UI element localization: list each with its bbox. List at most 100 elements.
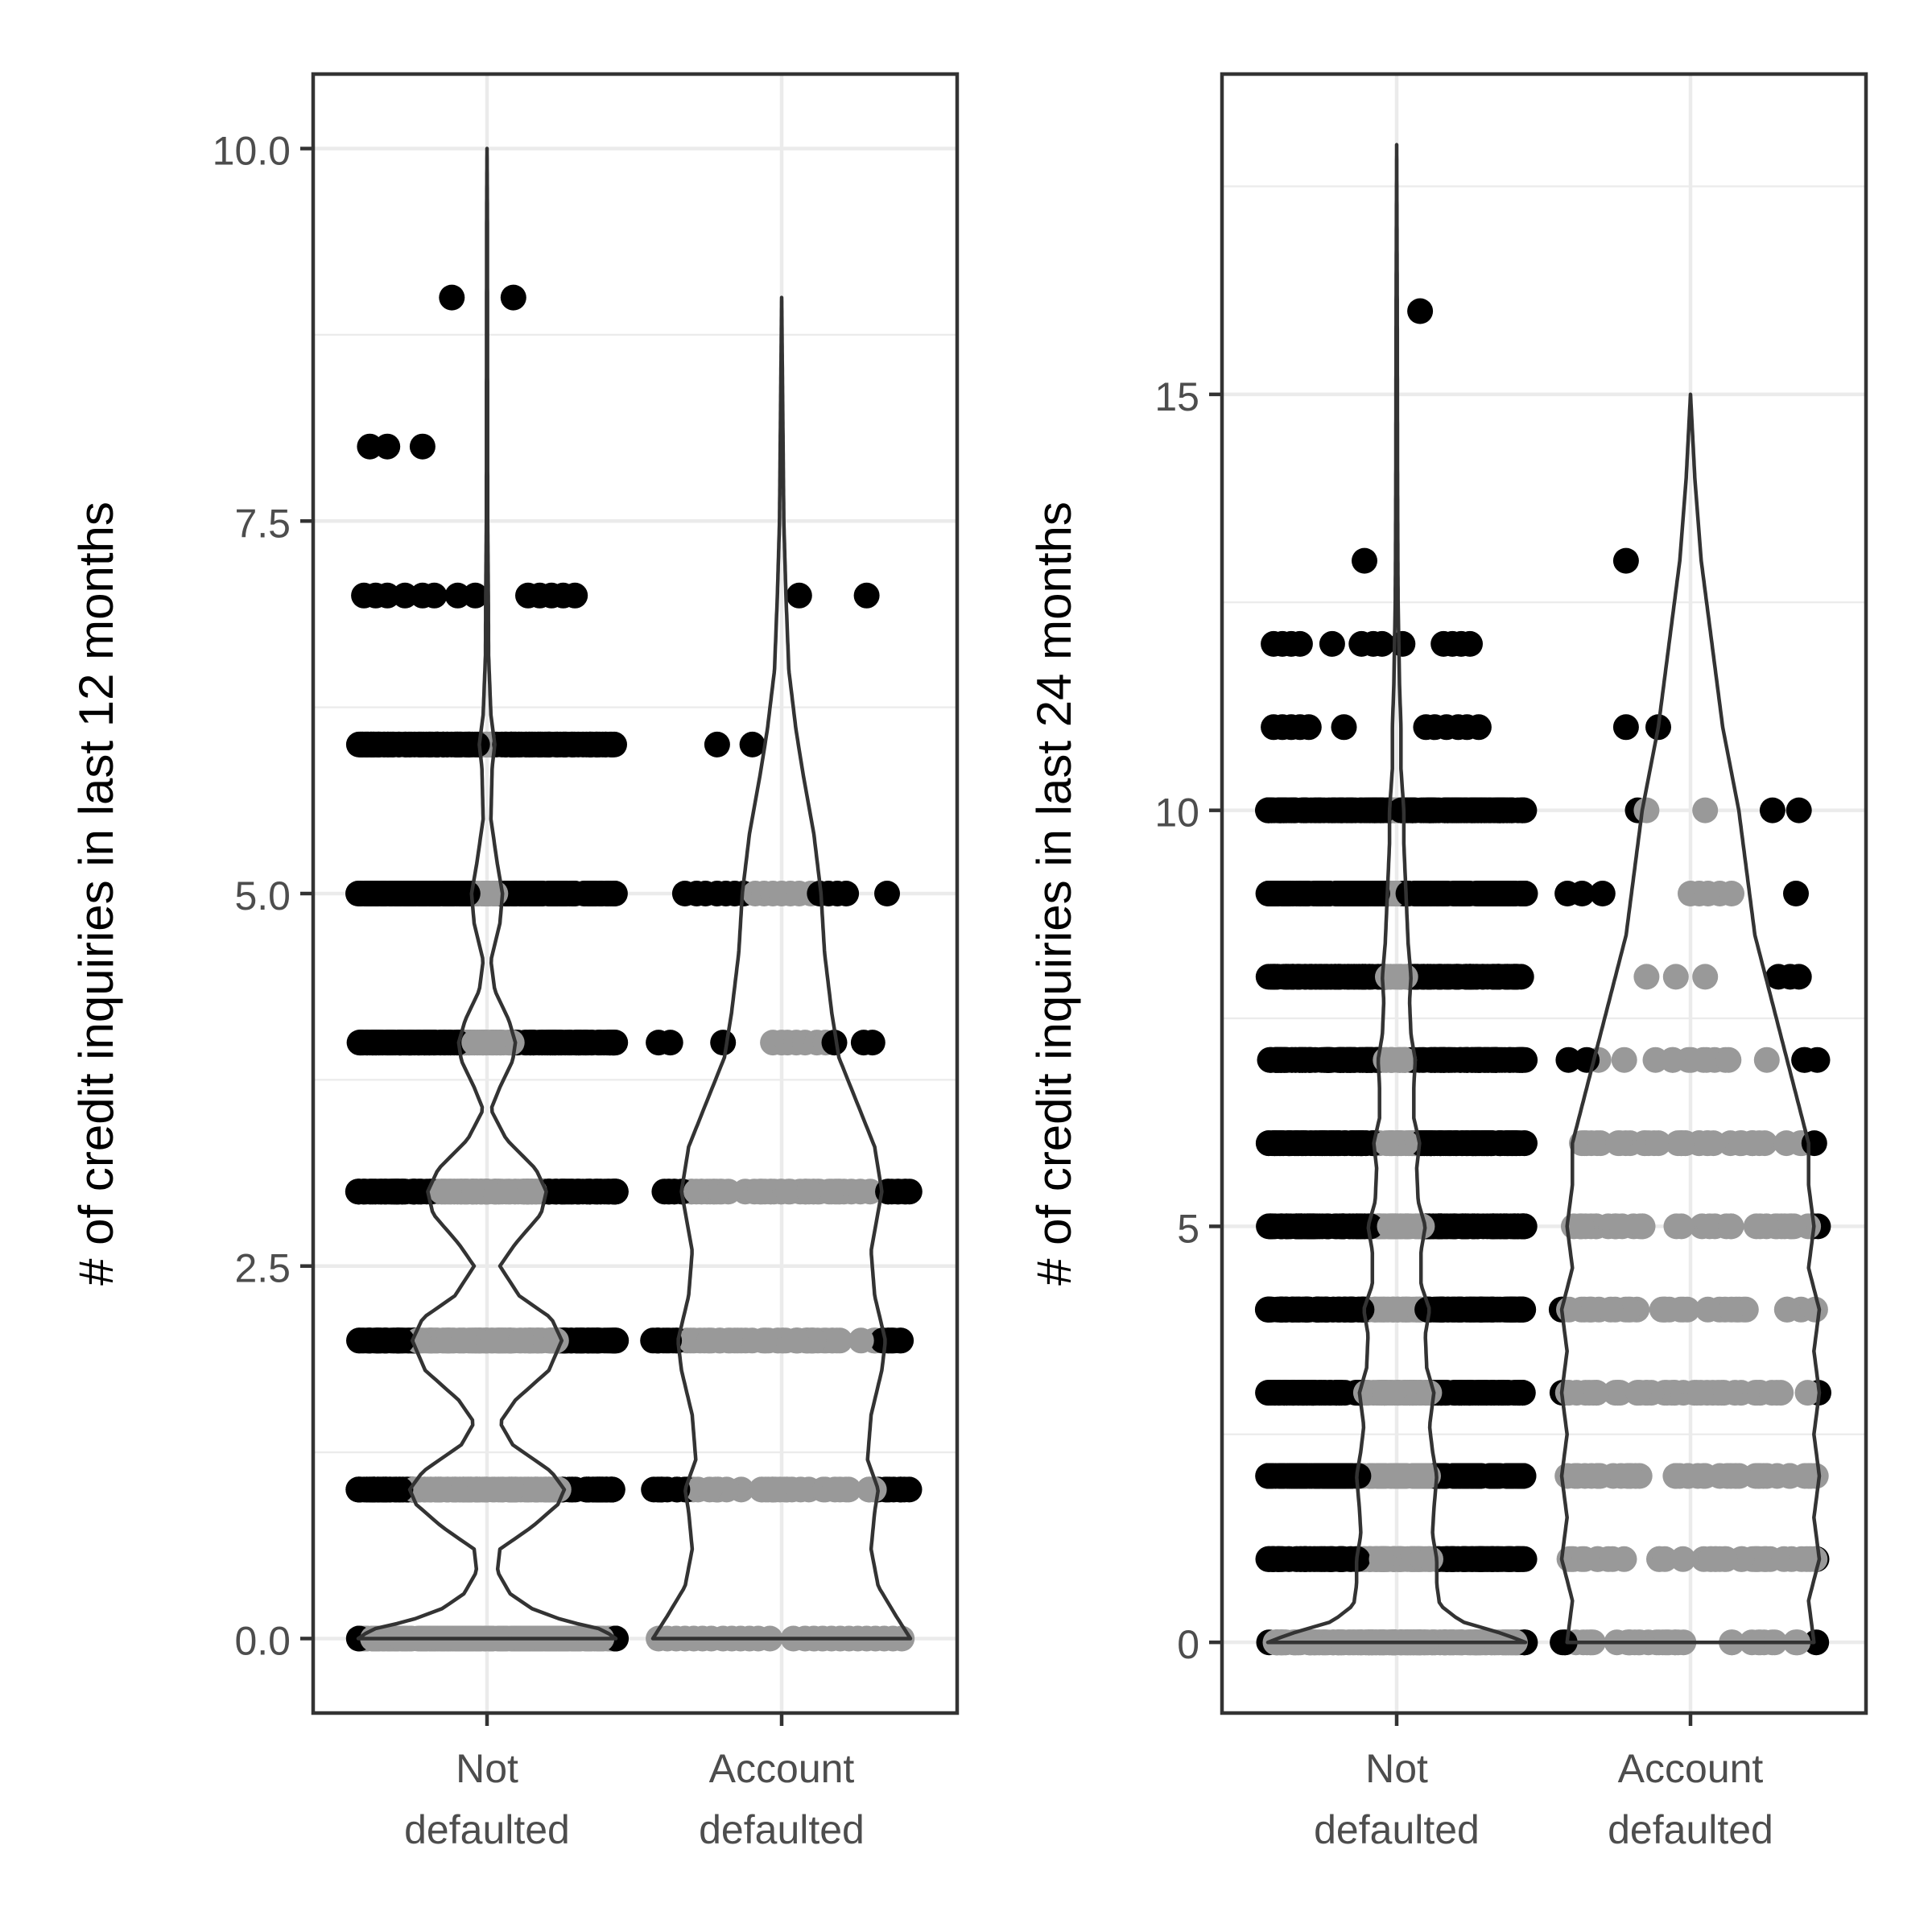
data-point [482,881,509,906]
data-point [1256,1463,1282,1489]
data-point [1409,1213,1435,1240]
data-point [749,1476,775,1503]
data-point [1399,797,1426,824]
data-point [558,1030,584,1056]
data-point [1555,1046,1582,1073]
data-point [374,433,401,460]
data-point [575,1476,601,1503]
data-point [517,1179,543,1205]
data-point [1328,1380,1355,1406]
violin-outline [1265,142,1528,1645]
data-point [594,1327,621,1354]
data-point [1418,964,1444,990]
data-point [1612,714,1639,741]
data-point [1373,1130,1400,1157]
data-point [1298,964,1325,990]
data-point [389,1327,415,1354]
data-point [1462,1046,1488,1073]
x-tick-label: Account defaulted [1608,1746,1773,1852]
x-tick-label-line: Not [456,1746,518,1791]
data-point [1668,1130,1695,1157]
data-point [1457,630,1483,657]
data-point [357,881,383,906]
data-point [1759,797,1785,824]
data-point [1376,1296,1402,1323]
data-point [715,1179,741,1205]
data-point [527,731,554,758]
group-account-defaulted: Account defaulted [640,295,923,1852]
data-point [402,1179,427,1205]
data-point [1370,1463,1397,1489]
data-point [696,1327,723,1354]
data-point [374,582,401,609]
data-point [1416,1380,1443,1406]
data-point [848,1327,874,1354]
data-point [818,1179,844,1205]
data-point [896,1476,923,1503]
data-point [1375,964,1401,990]
group-not-defaulted: Not defaulted [1254,142,1538,1852]
data-point [1707,1463,1733,1489]
data-point [1726,1463,1752,1489]
data-point [562,582,588,609]
data-point [525,1476,551,1503]
data-point [1777,1463,1802,1489]
data-point [1605,1130,1632,1157]
data-point [451,1327,477,1354]
data-point [1330,881,1356,906]
data-point [1413,881,1439,906]
data-point [1282,1463,1309,1489]
data-point [1449,1213,1476,1240]
data-point [439,284,465,311]
data-point [1670,1546,1696,1572]
data-point [1511,1546,1538,1572]
data-point [1298,797,1324,824]
data-point [462,582,489,609]
data-point [485,1327,512,1354]
data-point [601,731,627,758]
data-point [582,881,608,906]
data-point [1633,964,1660,990]
data-point [1311,1046,1338,1073]
y-tick-label: 5.0 [234,873,291,919]
data-point [1260,1546,1286,1572]
data-point [393,1030,419,1056]
data-point [1437,1130,1463,1157]
data-point [409,433,436,460]
data-point [775,1179,802,1205]
data-point [1597,1296,1624,1323]
data-point [786,582,812,609]
data-point [1287,881,1314,906]
data-point [1389,1046,1416,1073]
data-point [1600,1546,1626,1572]
y-tick-label: 5 [1177,1206,1199,1251]
data-point [466,1476,493,1503]
data-point [1321,964,1348,990]
y-tick-label: 2.5 [234,1246,291,1291]
data-point [1422,1046,1448,1073]
data-point [543,1327,569,1354]
y-tick-label: 10.0 [213,129,291,174]
data-point [1483,1046,1509,1073]
data-point [1629,1213,1656,1240]
data-point [1719,881,1744,906]
data-point [1803,1629,1830,1656]
data-point [1509,797,1535,824]
data-point [1696,1213,1723,1240]
data-point [1329,1213,1356,1240]
data-point [1364,881,1390,906]
data-point [550,731,576,758]
y-axis-title: # of credit inquiries in last 12 months [69,502,123,1286]
data-point [1718,1213,1744,1240]
x-tick-label: Not defaulted [404,1746,570,1852]
data-point [361,731,388,758]
data-point [1746,1130,1773,1157]
data-point [481,1030,507,1056]
data-point [1645,1130,1672,1157]
data-point [1340,1046,1366,1073]
violin-outline [1559,392,1822,1645]
panel-right: Not defaulted Account defaulted 0 5 10 15 # of c… [1027,72,1868,1852]
data-point [1802,1296,1828,1323]
data-point [436,1179,462,1205]
data-point [495,1179,522,1205]
